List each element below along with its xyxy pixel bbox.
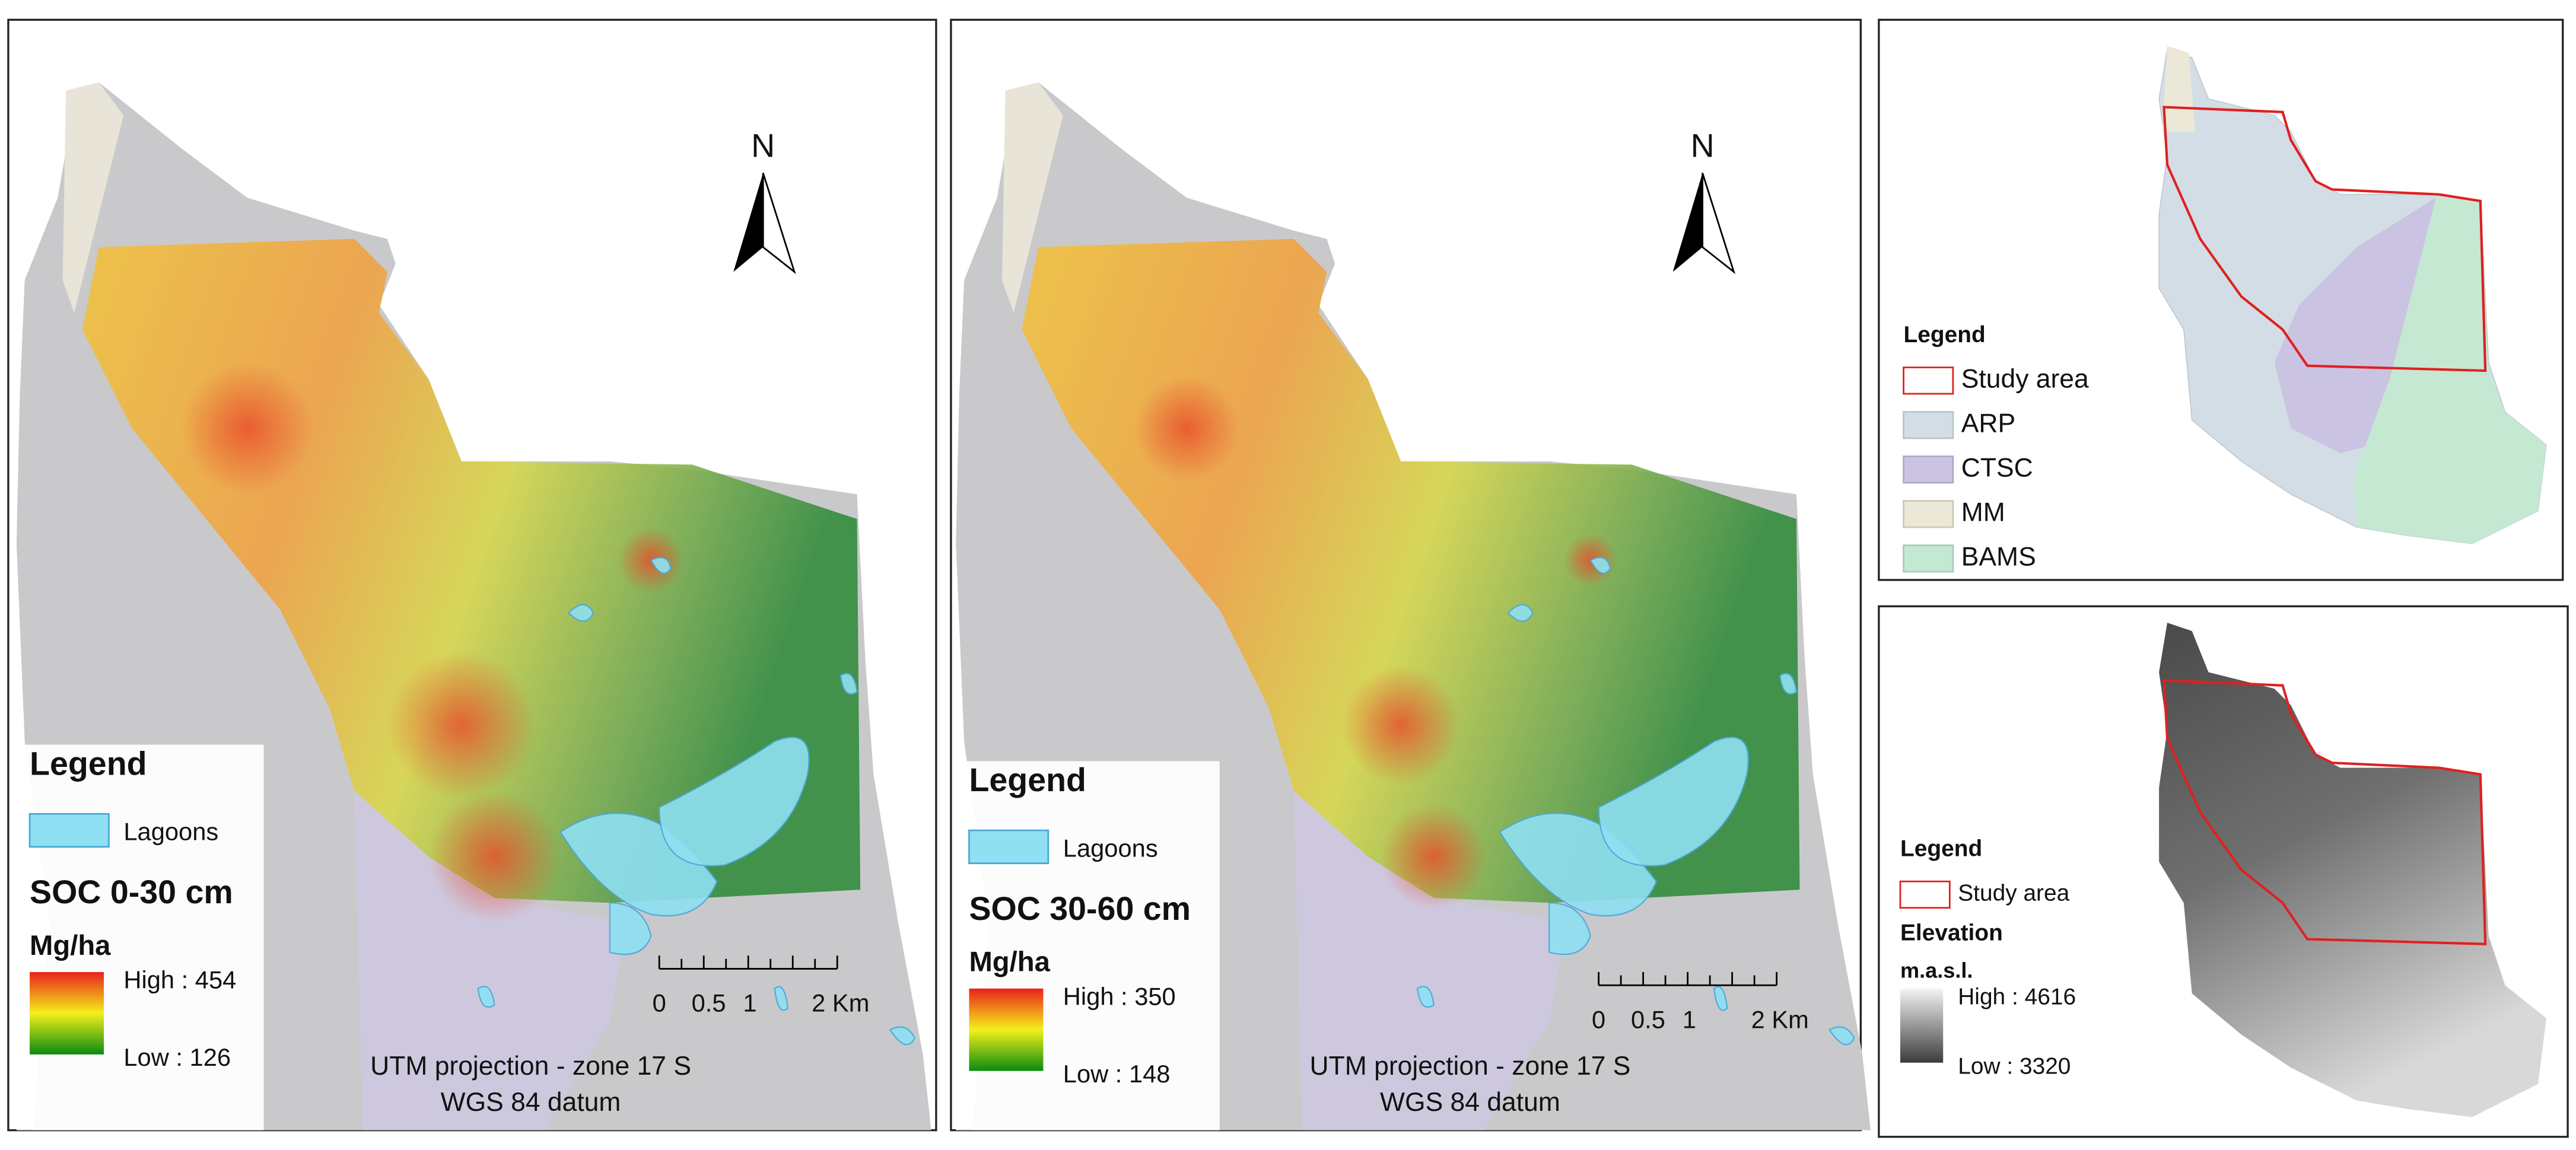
lagoon bbox=[889, 1026, 916, 1046]
legend-high: High : 350 bbox=[1063, 982, 1176, 1010]
legend-swatch bbox=[1903, 544, 1954, 573]
legend-low: Low : 3320 bbox=[1958, 1053, 2071, 1079]
lagoon bbox=[1589, 556, 1611, 574]
legend-item: Study area bbox=[1958, 881, 2069, 906]
datum: WGS 84 datum bbox=[1380, 1088, 1560, 1117]
north-label: N bbox=[751, 128, 775, 164]
soc-hotspot bbox=[428, 791, 561, 923]
soc-hotspot bbox=[1381, 804, 1487, 910]
ctsc-zone bbox=[1293, 791, 1566, 1130]
lagoon bbox=[650, 556, 672, 574]
color-ramp bbox=[30, 971, 104, 1055]
lagoon bbox=[659, 737, 810, 867]
lagoon bbox=[477, 986, 495, 1008]
legend-swatch bbox=[1903, 500, 1954, 528]
ctsc-zone bbox=[354, 791, 626, 1130]
legend-box bbox=[16, 744, 264, 1130]
study-area bbox=[2162, 106, 2487, 372]
scale-label: 2 Km bbox=[1751, 1005, 1809, 1033]
ctsc-zone bbox=[2274, 197, 2436, 453]
scale-label: 0.5 bbox=[1631, 1005, 1665, 1033]
legend-unit: m.a.s.l. bbox=[1900, 958, 1973, 983]
scale-bar: 0 0.5 1 2 Km bbox=[653, 955, 869, 1017]
projection: UTM projection - zone 17 S bbox=[370, 1052, 691, 1081]
scale-bar: 0 0.5 1 2 Km bbox=[1592, 971, 1809, 1033]
scale-label: 0 bbox=[1592, 1005, 1605, 1033]
mm-zone bbox=[2162, 46, 2196, 132]
north-arrow bbox=[762, 173, 796, 275]
elevation-surface bbox=[2159, 623, 2546, 1117]
lagoon bbox=[609, 902, 652, 955]
mm-strip bbox=[1002, 82, 1063, 313]
legend-swatch bbox=[1903, 367, 1954, 395]
legend-item: CTSC bbox=[1961, 453, 2033, 482]
gray-ramp bbox=[1900, 988, 1944, 1063]
legend-low: Low : 126 bbox=[123, 1043, 231, 1071]
lagoon bbox=[839, 673, 858, 695]
soc-hotspot bbox=[1341, 665, 1461, 785]
legend-item: BAMS bbox=[1961, 542, 2036, 571]
lagoon bbox=[774, 986, 789, 1011]
legend-swatch bbox=[1903, 411, 1954, 439]
north-arrow bbox=[1702, 173, 1736, 275]
legend-high: High : 4616 bbox=[1958, 985, 2076, 1010]
scale-label: 2 Km bbox=[812, 989, 869, 1017]
legend: Legend Lagoons SOC 0-30 cm Mg/ha High : 454 L… bbox=[16, 744, 264, 1130]
scale-label: 0 bbox=[653, 989, 666, 1017]
lagoon bbox=[1713, 986, 1728, 1011]
legend-title: Legend bbox=[30, 745, 147, 782]
lagoon bbox=[559, 813, 718, 917]
lagoon bbox=[1548, 902, 1591, 955]
legend-item: Lagoons bbox=[123, 818, 218, 846]
scale-label: 1 bbox=[743, 989, 756, 1017]
scale-label: 1 bbox=[1683, 1005, 1696, 1033]
legend-variable: SOC 0-30 cm bbox=[30, 874, 233, 910]
lagoon bbox=[1598, 737, 1750, 867]
soc-map-panel: N 0 0.5 1 2 Km UTM projection - zone 17 S WGS … bbox=[7, 18, 937, 1132]
study-area bbox=[2162, 679, 2487, 945]
datum: WGS 84 datum bbox=[441, 1088, 621, 1117]
legend-variable: SOC 30-60 cm bbox=[969, 890, 1191, 927]
legend-low: Low : 148 bbox=[1063, 1060, 1171, 1088]
lagoon-swatch bbox=[968, 829, 1050, 865]
context-map-panel: Legend Study area ARP CTSC MM BAMS bbox=[1878, 18, 2564, 581]
lagoon bbox=[1499, 813, 1658, 917]
legend-item: Study area bbox=[1961, 364, 2089, 393]
legend-unit: Mg/ha bbox=[969, 947, 1050, 978]
projection: UTM projection - zone 17 S bbox=[1310, 1052, 1631, 1081]
lagoon-swatch bbox=[28, 813, 110, 848]
soc-hotspot bbox=[1134, 375, 1240, 482]
legend: Legend Lagoons SOC 30-60 cm Mg/ha High : 350… bbox=[956, 761, 1220, 1130]
color-ramp bbox=[969, 988, 1044, 1071]
legend-item: ARP bbox=[1961, 409, 2015, 438]
lagoon bbox=[1828, 1026, 1855, 1046]
legend-title: Legend bbox=[1904, 322, 1986, 348]
legend-title: Legend bbox=[1900, 836, 1982, 862]
lagoon bbox=[1779, 673, 1798, 695]
elevation-shapes bbox=[2159, 623, 2546, 1117]
mm-strip bbox=[62, 82, 124, 313]
lagoon bbox=[1507, 604, 1534, 622]
legend-variable: Elevation bbox=[1900, 920, 2003, 945]
soc-hotspot bbox=[181, 362, 313, 495]
elevation-map-panel: Legend Study area Elevation m.a.s.l.High : … bbox=[1878, 605, 2569, 1138]
legend-swatch bbox=[1903, 455, 1954, 484]
north-label: N bbox=[1691, 128, 1715, 164]
scale-label: 0.5 bbox=[692, 989, 726, 1017]
soc-map-panel: N 0 0.5 1 2 Km UTM projection - zone 17 S WGS … bbox=[950, 18, 1871, 1132]
study-swatch bbox=[1899, 880, 1951, 909]
soc-hotspot bbox=[387, 651, 536, 799]
legend-item: Lagoons bbox=[1063, 834, 1158, 862]
legend-unit: Mg/ha bbox=[30, 930, 111, 961]
legend-high: High : 454 bbox=[123, 966, 236, 994]
legend-item: MM bbox=[1961, 498, 2005, 527]
lagoon bbox=[1416, 986, 1435, 1008]
legend-title: Legend bbox=[969, 762, 1086, 798]
lagoon bbox=[567, 604, 594, 622]
